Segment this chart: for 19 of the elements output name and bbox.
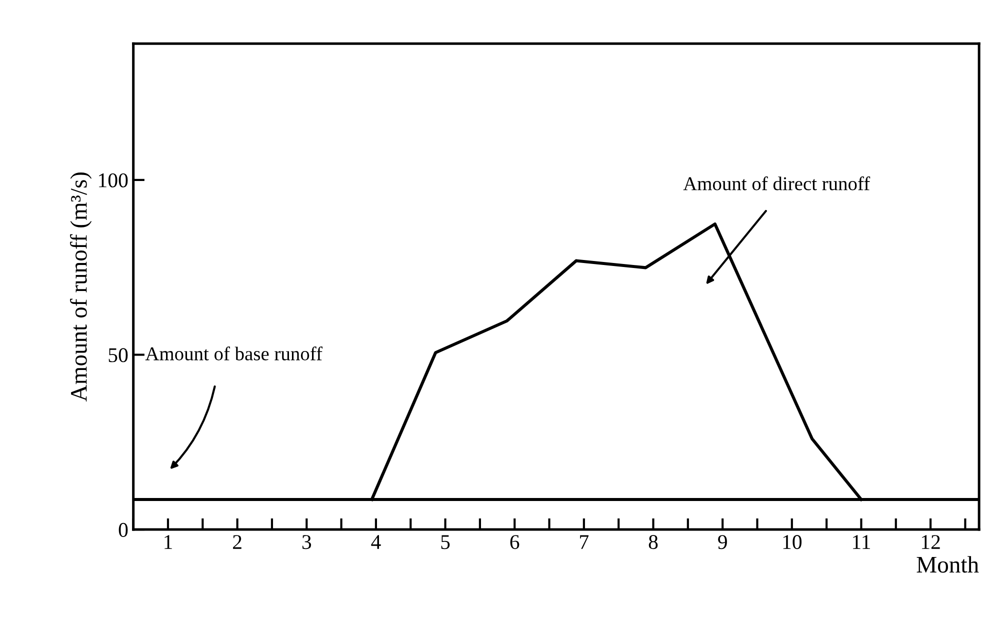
x-tick-label: 7 bbox=[580, 535, 589, 549]
x-tick-label: 6 bbox=[510, 535, 520, 550]
y-tick-label: 100 bbox=[99, 173, 128, 188]
x-tick-label: 9 bbox=[718, 535, 727, 550]
annotation: Amount of base runoff bbox=[145, 346, 322, 360]
x-tick-label: 11 bbox=[853, 535, 870, 549]
x-tick-label: 12 bbox=[922, 535, 940, 549]
x-tick-label: 1 bbox=[164, 535, 172, 549]
x-tick-label: 5 bbox=[441, 535, 450, 550]
x-axis-title: Month bbox=[916, 556, 979, 573]
annotation: Amount of direct runoff bbox=[683, 176, 870, 190]
x-tick-label: 4 bbox=[371, 535, 381, 549]
y-tick-label: 0 bbox=[118, 522, 128, 537]
x-tick-label: 2 bbox=[233, 535, 242, 549]
y-tick-label: 50 bbox=[108, 348, 128, 362]
x-tick-label: 10 bbox=[783, 535, 802, 550]
y-axis-title: Amount of runoff (m³/s) bbox=[70, 172, 92, 402]
x-tick-label: 8 bbox=[648, 535, 658, 550]
x-tick-label: 3 bbox=[302, 535, 312, 550]
